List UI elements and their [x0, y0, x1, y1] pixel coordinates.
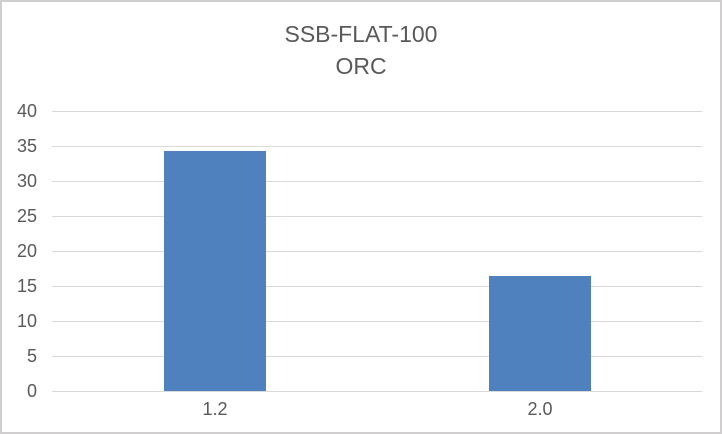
gridline — [52, 286, 702, 287]
gridline — [52, 251, 702, 252]
y-tick-label: 20 — [16, 241, 37, 261]
x-tick-label: 1.2 — [202, 399, 228, 419]
gridline — [52, 216, 702, 217]
y-tick-label: 15 — [16, 276, 37, 296]
y-tick-label: 40 — [16, 101, 37, 121]
bar-1.2 — [164, 151, 266, 391]
chart-title-block: SSB-FLAT-100 ORC — [2, 18, 720, 82]
x-axis-line — [52, 391, 702, 392]
y-tick-label: 35 — [16, 136, 37, 156]
y-tick-label: 5 — [26, 346, 37, 366]
x-axis: 1.2 2.0 — [52, 398, 702, 424]
gridline — [52, 356, 702, 357]
gridline — [52, 146, 702, 147]
plot-area — [52, 111, 702, 392]
gridline — [52, 181, 702, 182]
y-tick-label: 30 — [16, 171, 37, 191]
y-tick-label: 10 — [16, 311, 37, 331]
chart-subtitle: ORC — [335, 53, 387, 79]
chart-title: SSB-FLAT-100 — [284, 21, 438, 47]
bar-2.0 — [489, 276, 591, 391]
y-tick-label: 25 — [16, 206, 37, 226]
x-tick-label: 2.0 — [527, 399, 553, 419]
y-tick-label: 0 — [26, 381, 37, 401]
gridline — [52, 111, 702, 112]
gridline — [52, 321, 702, 322]
y-axis: 0 5 10 15 20 25 30 35 40 — [2, 102, 42, 400]
